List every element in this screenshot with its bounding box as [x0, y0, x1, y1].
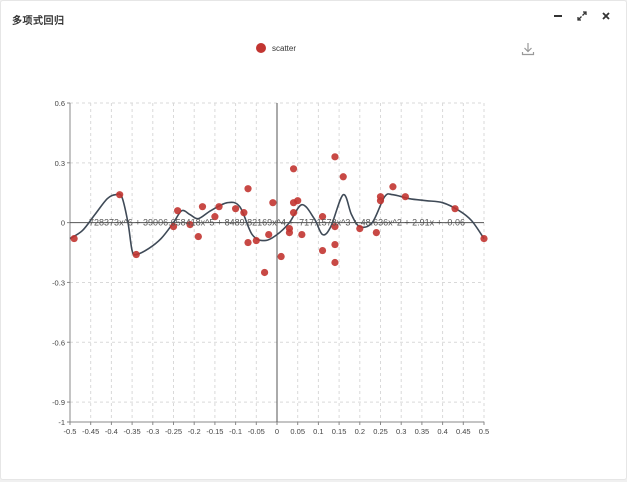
x-tick-label: 0.1	[313, 427, 323, 436]
x-tick-label: -0.4	[105, 427, 118, 436]
x-tick-label: 0.05	[290, 427, 305, 436]
y-tick-label: 0	[61, 219, 65, 228]
download-icon[interactable]	[521, 42, 535, 56]
maximize-button[interactable]	[576, 10, 588, 22]
expand-icon	[577, 11, 587, 21]
close-icon	[602, 12, 610, 20]
scatter-point	[389, 183, 397, 191]
legend-marker-scatter	[256, 43, 266, 53]
close-button[interactable]	[600, 10, 612, 22]
x-tick-label: -0.35	[124, 427, 141, 436]
scatter-point	[331, 240, 339, 249]
scatter-point	[289, 165, 298, 173]
x-tick-label: -0.1	[229, 427, 242, 436]
scatter-point	[186, 221, 194, 229]
y-tick-label: 0.6	[55, 99, 65, 108]
x-tick-label: 0.5	[479, 427, 489, 436]
x-tick-labels: -0.5 -0.45 -0.4 -0.35 -0.3 -0.25 -0.2 -0.15 -0.1…	[64, 422, 489, 436]
scatter-point	[451, 205, 459, 213]
scatter-point	[132, 250, 140, 259]
y-tick-label: -0.3	[52, 278, 65, 287]
x-tick-label: 0	[275, 427, 279, 436]
scatter-point	[240, 209, 248, 217]
x-tick-label: 0.45	[456, 427, 471, 436]
scatter-point	[244, 185, 252, 193]
x-tick-label: -0.25	[165, 427, 182, 436]
scatter-point	[376, 193, 385, 201]
window-title: 多项式回归	[12, 16, 65, 27]
scatter-point	[260, 268, 269, 277]
scatter-point	[174, 207, 182, 215]
scatter-point	[194, 232, 202, 241]
y-tick-label: 0.3	[55, 159, 65, 168]
scatter-point	[294, 197, 302, 205]
x-tick-label: -0.5	[64, 427, 77, 436]
scatter-point	[289, 209, 298, 217]
y-tick-label: -1	[58, 418, 65, 427]
scatter-point	[277, 252, 285, 261]
scatter-point	[232, 205, 240, 213]
scatter-point	[244, 238, 252, 247]
window-controls	[552, 10, 612, 22]
scatter-point	[331, 223, 339, 231]
scatter-point	[215, 203, 223, 211]
scatter-point	[356, 225, 364, 233]
scatter-point	[339, 173, 347, 181]
scatter-point	[372, 228, 380, 237]
scatter-point	[318, 213, 327, 221]
scatter-point	[252, 236, 260, 245]
scatter-point	[269, 199, 277, 207]
x-tick-label: 0.4	[437, 427, 447, 436]
scatter-point	[285, 225, 294, 233]
regression-equation-label: 728373x^6 + 39006.658418x^5 + 8489.82169…	[89, 218, 465, 228]
y-tick-label: -0.9	[52, 398, 65, 407]
y-tick-label: -0.6	[52, 338, 65, 347]
x-tick-label: 0.25	[373, 427, 388, 436]
chart-legend[interactable]: scatter	[256, 43, 296, 53]
scatter-point	[480, 234, 488, 243]
x-tick-label: -0.45	[82, 427, 99, 436]
x-tick-label: 0.35	[415, 427, 430, 436]
x-tick-label: 0.15	[332, 427, 347, 436]
scatter-point	[331, 258, 339, 267]
scatter-point	[169, 223, 178, 231]
x-tick-label: -0.15	[206, 427, 223, 436]
y-tick-labels: 0.6 0.3 0 -0.3 -0.6 -0.9 -1	[52, 99, 70, 427]
x-tick-label: -0.3	[146, 427, 159, 436]
scatter-points	[70, 153, 488, 277]
scatter-point	[70, 234, 78, 243]
minus-icon	[554, 15, 562, 17]
legend-label-scatter: scatter	[272, 43, 297, 53]
x-tick-label: 0.3	[396, 427, 406, 436]
scatter-point	[298, 230, 306, 239]
scatter-point	[331, 153, 339, 161]
scatter-point	[318, 246, 327, 255]
x-tick-label: -0.05	[248, 427, 265, 436]
minimize-button[interactable]	[552, 10, 564, 22]
scatter-point	[116, 191, 124, 199]
scatter-point	[198, 203, 207, 211]
scatter-point	[401, 193, 409, 201]
scatter-point	[211, 213, 219, 221]
x-tick-label: 0.2	[355, 427, 365, 436]
x-tick-label: -0.2	[188, 427, 201, 436]
scatter-point	[265, 230, 273, 239]
